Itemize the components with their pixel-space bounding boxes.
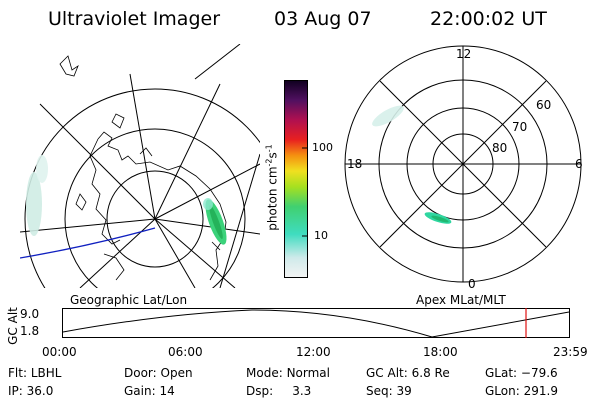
mlt-label-12: 12 <box>456 47 472 61</box>
alt-xtick-1800: 18:00 <box>423 345 458 359</box>
alt-xtick-0000: 00:00 <box>42 345 77 359</box>
date-label: 03 Aug 07 <box>274 8 372 30</box>
geographic-map <box>20 44 260 288</box>
colorbar-tick-100: 100 <box>312 141 333 154</box>
alt-ytick-1.8: 1.8 <box>20 324 40 338</box>
lat-circle-inner <box>106 170 204 268</box>
aurora-emission-polar <box>372 105 452 224</box>
colorbar-label: photon cm-2s-1 <box>264 144 280 231</box>
terminator-line <box>20 227 156 259</box>
seq-info: Seq: 39 <box>366 384 412 398</box>
door-info: Door: Open <box>124 366 193 380</box>
alt-xtick-0600: 06:00 <box>168 345 203 359</box>
altitude-chart <box>62 308 570 338</box>
lat-circle-mid <box>64 128 246 288</box>
glat-info: GLat: −79.6 <box>485 366 558 380</box>
gcalt-info: GC Alt: 6.8 Re <box>366 366 450 380</box>
alt-xtick-1200: 12:00 <box>296 345 331 359</box>
mlat-label-60: 60 <box>536 98 552 112</box>
mlat-label-70: 70 <box>512 120 528 134</box>
alt-xtick-2359: 23:59 <box>553 345 588 359</box>
alt-ytick-9: 9.0 <box>20 307 40 321</box>
alt-chart-frame <box>62 308 570 338</box>
apex-label: Apex MLat/MLT <box>416 293 506 307</box>
mlt-label-6: 6 <box>575 157 583 171</box>
ip-info: IP: 36.0 <box>8 384 54 398</box>
geographic-label: Geographic Lat/Lon <box>70 293 188 307</box>
filter-info: Flt: LBHL <box>8 366 62 380</box>
mode-info: Mode: Normal <box>246 366 330 380</box>
aurora-emission-geo <box>26 155 227 245</box>
instrument-title: Ultraviolet Imager <box>48 8 221 30</box>
time-label: 22:00:02 UT <box>430 8 547 30</box>
alt-ylabel: GC Alt <box>6 307 20 345</box>
mlt-label-18: 18 <box>347 157 363 171</box>
gain-info: Gain: 14 <box>124 384 175 398</box>
dsp-info: Dsp: 3.3 <box>246 384 312 398</box>
colorbar <box>284 80 308 278</box>
mlt-label-0: 0 <box>468 277 476 291</box>
colorbar-tick-10: 10 <box>314 229 328 242</box>
polar-plot <box>344 45 582 283</box>
glon-info: GLon: 291.9 <box>485 384 558 398</box>
mlat-label-80: 80 <box>492 141 508 155</box>
altitude-curve <box>62 309 570 338</box>
lat-circle-outer <box>24 88 260 288</box>
